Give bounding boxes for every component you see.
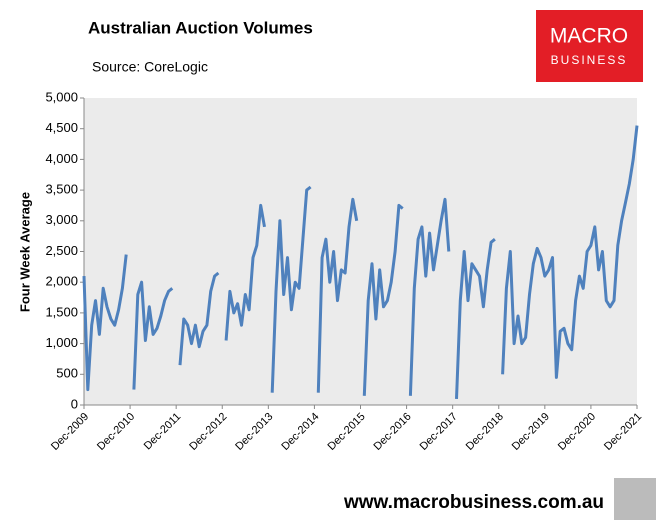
x-tick-label: Dec-2017 — [418, 411, 460, 453]
plot-area — [84, 98, 637, 405]
y-tick-label: 4,500 — [45, 120, 78, 135]
x-tick-label: Dec-2009 — [49, 411, 91, 453]
logo-text: BUSINESS — [551, 53, 628, 67]
x-tick-label: Dec-2014 — [279, 411, 321, 453]
y-tick-label: 1,500 — [45, 304, 78, 319]
y-tick-label: 5,000 — [45, 89, 78, 104]
y-tick-label: 4,000 — [45, 151, 78, 166]
x-tick-label: Dec-2021 — [602, 411, 644, 453]
chart-title: Australian Auction Volumes — [88, 18, 313, 37]
x-tick-label: Dec-2018 — [464, 411, 506, 453]
y-tick-label: 3,000 — [45, 212, 78, 227]
x-tick-label: Dec-2012 — [187, 411, 229, 453]
logo-text: MACRO — [550, 25, 628, 48]
y-axis-label: Four Week Average — [17, 192, 32, 312]
x-tick-label: Dec-2015 — [325, 411, 367, 453]
logo-box — [536, 10, 643, 82]
y-tick-label: 500 — [56, 366, 78, 381]
y-tick-label: 0 — [71, 396, 78, 411]
x-tick-label: Dec-2010 — [95, 411, 137, 453]
data-line — [82, 125, 639, 399]
x-tick-label: Dec-2020 — [556, 411, 598, 453]
y-tick-label: 2,500 — [45, 243, 78, 258]
chart-subtitle: Source: CoreLogic — [92, 59, 208, 75]
x-tick-label: Dec-2019 — [510, 411, 552, 453]
x-tick-label: Dec-2011 — [142, 411, 184, 453]
y-tick-label: 3,500 — [45, 182, 78, 197]
x-tick-label: Dec-2016 — [372, 411, 414, 453]
y-tick-label: 2,000 — [45, 274, 78, 289]
footer-url: www.macrobusiness.com.au — [343, 492, 604, 513]
logo-icon — [614, 478, 656, 520]
y-tick-label: 1,000 — [45, 335, 78, 350]
x-tick-label: Dec-2013 — [233, 411, 275, 453]
